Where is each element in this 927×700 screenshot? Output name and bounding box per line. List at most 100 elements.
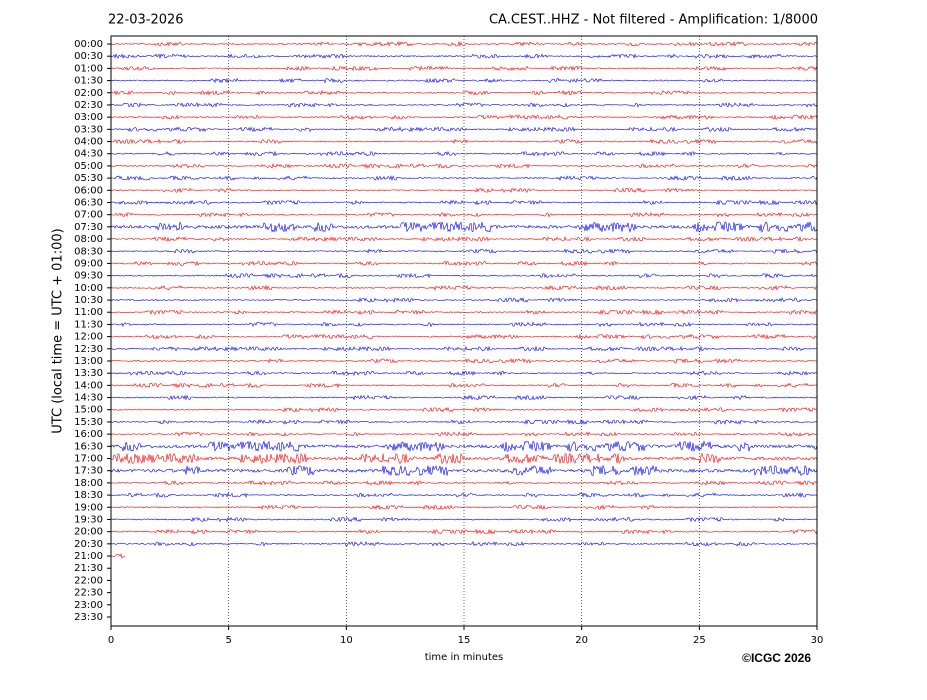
x-tick-label: 25 [693, 635, 706, 646]
seismic-trace [110, 382, 818, 389]
y-tick-label: 19:30 [74, 514, 103, 525]
seismic-trace [111, 65, 818, 72]
y-tick-label: 20:00 [74, 527, 103, 538]
y-tick-label: 22:00 [74, 575, 103, 586]
x-tick-label: 15 [458, 635, 471, 646]
y-tick-label: 22:30 [74, 588, 103, 599]
y-tick-label: 02:00 [74, 88, 103, 99]
y-tick-label: 04:00 [74, 137, 103, 148]
station-title: CA.CEST..HHZ - Not filtered - Amplificat… [489, 13, 818, 28]
y-tick-label: 08:00 [74, 234, 103, 245]
y-tick-label: 11:30 [74, 319, 103, 330]
seismic-trace [110, 504, 818, 511]
y-tick-label: 13:00 [74, 356, 103, 367]
y-tick-label: 10:30 [74, 295, 103, 306]
seismic-trace [110, 284, 818, 291]
y-tick-label: 00:00 [74, 39, 103, 50]
y-tick-label: 05:00 [74, 161, 103, 172]
seismic-trace [111, 272, 818, 279]
y-tick-label: 03:00 [74, 112, 103, 123]
y-tick-label: 21:00 [74, 551, 103, 562]
seismic-trace [110, 333, 818, 340]
y-tick-label: 19:00 [74, 502, 103, 513]
seismic-trace [110, 77, 817, 84]
y-tick-label: 17:00 [74, 454, 103, 465]
seismic-trace [110, 187, 818, 194]
seismic-trace [110, 163, 818, 169]
seismic-trace [110, 175, 818, 182]
y-tick-label: 05:30 [74, 173, 103, 184]
seismic-trace [110, 541, 818, 547]
y-tick-label: 08:30 [74, 246, 103, 257]
seismic-trace [110, 528, 818, 535]
y-tick-label: 15:30 [74, 417, 103, 428]
y-tick-label: 16:30 [74, 441, 103, 452]
seismic-trace [110, 452, 818, 465]
seismic-trace [110, 297, 818, 303]
y-tick-label: 15:00 [74, 405, 103, 416]
y-axis-label: UTC (local time = UTC + 01:00) [51, 228, 66, 433]
x-tick-label: 10 [340, 635, 353, 646]
y-tick-label: 18:30 [74, 490, 103, 501]
y-tick-label: 01:30 [74, 76, 103, 87]
seismic-trace [110, 418, 818, 425]
y-tick-label: 06:30 [74, 197, 103, 208]
seismic-trace [110, 150, 818, 157]
y-tick-label: 16:00 [74, 429, 103, 440]
y-tick-label: 01:00 [74, 63, 103, 74]
seismic-trace [110, 480, 818, 486]
seismic-trace [110, 40, 818, 47]
seismic-trace [110, 114, 818, 121]
seismic-trace [110, 394, 818, 401]
y-tick-label: 09:00 [74, 258, 103, 269]
x-axis-label: time in minutes [425, 652, 504, 663]
seismic-trace [111, 492, 818, 499]
seismic-trace [110, 211, 818, 218]
seismic-trace [110, 321, 818, 328]
seismic-trace [110, 431, 818, 437]
y-tick-label: 17:30 [74, 466, 103, 477]
y-tick-label: 00:30 [74, 51, 103, 62]
seismic-trace [110, 309, 818, 316]
seismic-trace [110, 260, 818, 267]
y-tick-label: 10:00 [74, 283, 103, 294]
y-tick-label: 14:30 [74, 393, 103, 404]
y-tick-label: 03:30 [74, 124, 103, 135]
y-tick-label: 23:00 [74, 600, 103, 611]
seismic-trace [110, 126, 818, 133]
seismic-trace [110, 220, 818, 233]
seismic-trace [110, 53, 818, 60]
seismic-trace [110, 406, 818, 413]
date-title: 22-03-2026 [108, 13, 184, 28]
seismic-trace [110, 102, 818, 108]
y-tick-label: 13:30 [74, 368, 103, 379]
y-tick-label: 06:00 [74, 185, 103, 196]
seismic-trace [110, 89, 818, 96]
x-tick-label: 0 [108, 635, 114, 646]
y-tick-label: 21:30 [74, 563, 103, 574]
x-tick-label: 20 [575, 635, 588, 646]
y-tick-label: 12:00 [74, 332, 103, 343]
y-tick-label: 20:30 [74, 539, 103, 550]
y-tick-label: 04:30 [74, 149, 103, 160]
seismic-trace [110, 516, 818, 523]
y-tick-label: 02:30 [74, 100, 103, 111]
x-tick-label: 30 [811, 635, 824, 646]
y-tick-label: 12:30 [74, 344, 103, 355]
y-tick-label: 09:30 [74, 271, 103, 282]
y-tick-label: 14:00 [74, 380, 103, 391]
seismic-trace [110, 199, 818, 206]
credit: ©ICGC 2026 [742, 651, 811, 665]
seismic-trace [110, 345, 818, 352]
plot-frame [110, 35, 818, 627]
seismic-trace [110, 370, 818, 377]
seismic-trace [110, 248, 818, 254]
y-tick-label: 18:00 [74, 478, 103, 489]
x-tick-label: 5 [225, 635, 231, 646]
y-tick-label: 11:00 [74, 307, 103, 318]
seismic-trace [110, 464, 818, 477]
seismic-trace [110, 553, 126, 559]
y-tick-label: 23:30 [74, 612, 103, 623]
